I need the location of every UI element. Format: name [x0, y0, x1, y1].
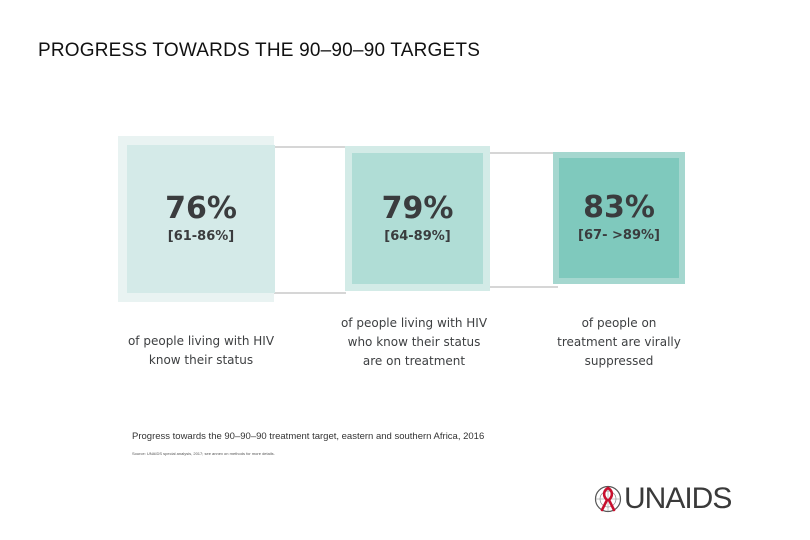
target-3-desc-line-1: of people on	[581, 316, 657, 330]
target-1-desc-line-2: know their status	[148, 353, 254, 367]
red-ribbon-emblem-icon	[594, 485, 622, 513]
logo-wordmark: UNAIDS	[624, 482, 732, 515]
target-3-desc-line-2: treatment are virally	[557, 335, 681, 349]
target-3-desc-line-3: suppressed	[584, 354, 654, 368]
target-2-desc-line-2: who know their status	[347, 335, 481, 349]
source-note: Source: UNAIDS special analysis, 2017; s…	[132, 451, 275, 456]
target-1-desc-line-1: of people living with HIV	[127, 334, 275, 348]
target-2-desc-line-3: are on treatment	[362, 354, 466, 368]
target-2-description: of people living with HIV who know their…	[331, 314, 497, 371]
targets-diagram: 76% [61-86%] 79% [64-89%] 83% [67- >89%]	[118, 136, 690, 304]
target-2-percent: 79%	[381, 190, 454, 226]
unaids-logo: UNAIDS	[593, 482, 732, 515]
target-2-range: [64-89%]	[384, 228, 451, 244]
target-box-3: 83% [67- >89%]	[559, 158, 679, 278]
connector-1-2	[274, 146, 346, 294]
target-box-1-frame: 76% [61-86%]	[118, 136, 275, 302]
slide-title: PROGRESS TOWARDS THE 90–90–90 TARGETS	[38, 40, 481, 61]
target-1-range: [61-86%]	[167, 229, 235, 244]
target-box-2-frame: 79% [64-89%]	[345, 146, 490, 291]
target-box-1: 76% [61-86%]	[127, 145, 275, 293]
target-2-desc-line-1: of people living with HIV	[340, 316, 488, 330]
target-3-description: of people on treatment are virally suppr…	[539, 314, 699, 371]
connector-2-3	[488, 152, 558, 288]
target-box-3-frame: 83% [67- >89%]	[553, 152, 685, 284]
target-3-range: [67- >89%]	[578, 228, 660, 243]
figure-caption: Progress towards the 90–90–90 treatment …	[132, 431, 485, 442]
target-3-percent: 83%	[583, 190, 655, 225]
target-box-2: 79% [64-89%]	[352, 153, 483, 284]
target-1-percent: 76%	[165, 191, 237, 226]
target-1-description: of people living with HIV know their sta…	[118, 332, 284, 370]
